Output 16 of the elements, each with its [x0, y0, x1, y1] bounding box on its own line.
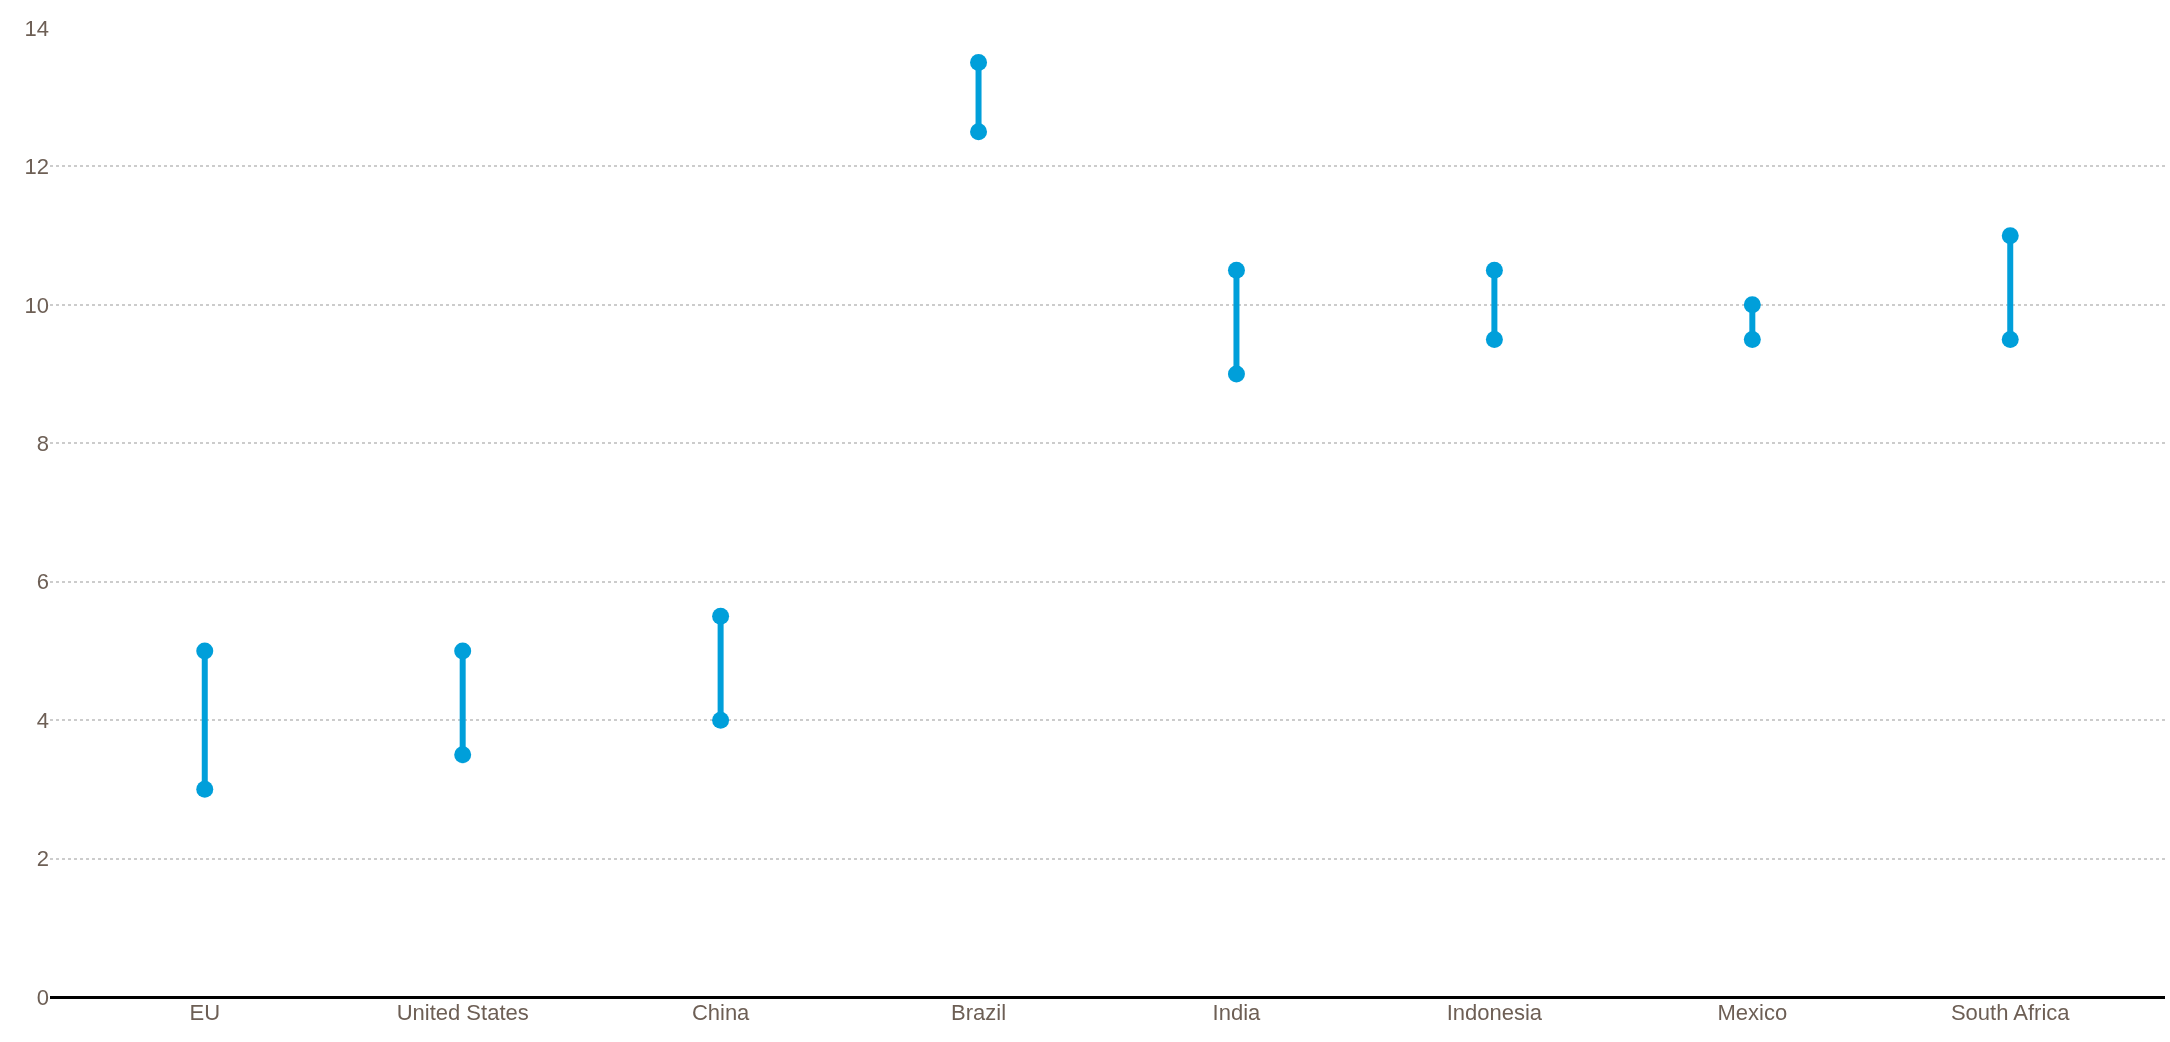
y-tick-label: 0	[36, 984, 49, 1010]
x-tick-label: India	[1212, 1000, 1262, 1025]
x-tick-label: United States	[396, 1000, 529, 1025]
x-tick-label: Indonesia	[1446, 1000, 1543, 1025]
y-tick-label: 4	[36, 707, 49, 733]
x-tick-label: South Africa	[1950, 1000, 2071, 1025]
y-tick-label: 2	[36, 846, 49, 872]
x-tick-label: EU	[189, 1000, 221, 1025]
x-tick-label: Mexico	[1717, 1000, 1788, 1025]
x-tick-label: China	[691, 1000, 751, 1025]
y-tick-label: 14	[24, 15, 49, 41]
y-tick-label: 10	[24, 292, 49, 318]
y-tick-label: 12	[24, 154, 49, 180]
y-tick-label: 8	[36, 430, 49, 456]
x-tick-label: Brazil	[951, 1000, 1007, 1025]
y-tick-label: 6	[36, 569, 49, 595]
